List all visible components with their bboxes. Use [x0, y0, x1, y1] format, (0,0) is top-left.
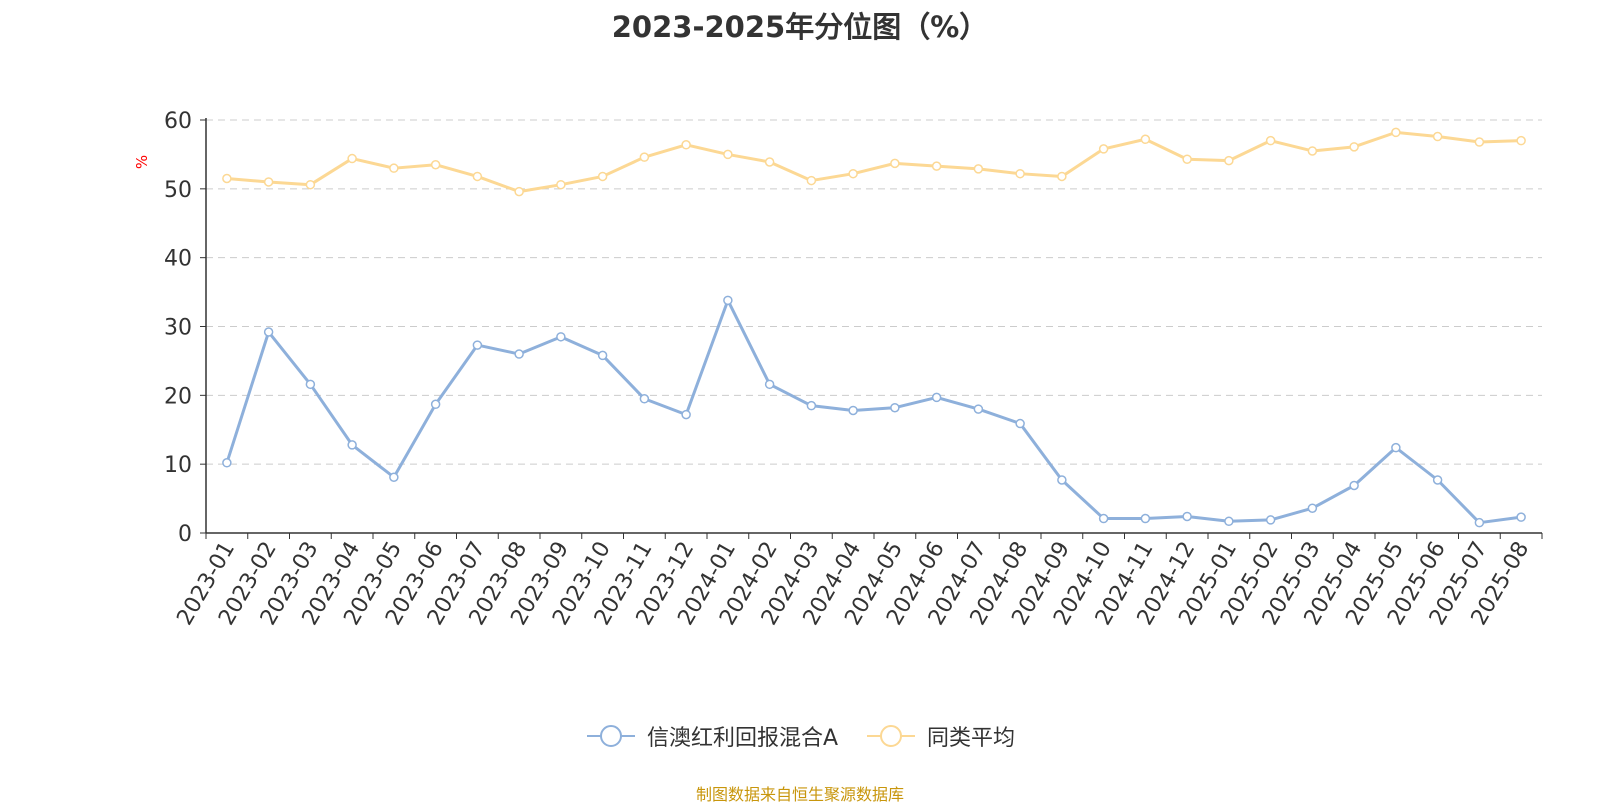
- data-point-series-2: [1140, 134, 1151, 145]
- data-point-series-1: [1265, 515, 1276, 525]
- y-axis-label: %: [133, 155, 151, 169]
- data-point-series-1: [347, 440, 357, 450]
- data-point-series-1: [556, 332, 566, 342]
- data-point-series-1: [973, 404, 984, 414]
- series-line-1: [225, 298, 1522, 525]
- data-point-series-2: [305, 179, 316, 190]
- y-tick-label: 40: [164, 247, 192, 272]
- y-tick-label: 0: [178, 522, 192, 547]
- legend-label-series-1: 信澳红利回报混合A: [646, 726, 839, 751]
- data-point-series-2: [1349, 142, 1359, 152]
- data-point-series-1: [1224, 516, 1234, 527]
- legend-item-series-2[interactable]: 同类平均: [865, 720, 1015, 752]
- data-point-series-2: [1015, 168, 1025, 179]
- data-point-series-1: [1015, 418, 1025, 429]
- data-point-series-2: [597, 171, 608, 182]
- data-point-series-1: [430, 399, 441, 410]
- data-point-series-1: [1057, 475, 1067, 485]
- data-point-series-2: [806, 175, 817, 186]
- data-point-series-1: [597, 350, 608, 361]
- data-point-series-1: [472, 340, 483, 350]
- y-tick-label: 20: [164, 384, 192, 409]
- legend-item-series-1[interactable]: 信澳红利回报混合A: [585, 720, 838, 752]
- data-point-series-1: [263, 327, 274, 337]
- y-tick-label: 50: [164, 178, 192, 203]
- data-point-series-2: [931, 161, 942, 171]
- data-point-series-1: [1474, 517, 1485, 528]
- data-point-series-1: [1391, 442, 1401, 453]
- data-point-series-2: [472, 171, 483, 182]
- data-point-series-1: [931, 392, 942, 403]
- data-point-series-1: [222, 458, 232, 468]
- data-point-series-2: [1098, 144, 1109, 154]
- data-point-series-1: [1349, 480, 1359, 491]
- data-point-series-2: [639, 152, 650, 162]
- data-point-series-2: [1224, 155, 1234, 166]
- data-point-series-1: [764, 379, 775, 390]
- data-point-series-2: [973, 164, 984, 174]
- y-tick-label: 10: [164, 453, 192, 478]
- data-point-series-1: [1432, 475, 1443, 485]
- data-point-series-2: [1432, 131, 1443, 142]
- data-point-series-2: [1057, 171, 1067, 182]
- data-point-series-1: [890, 402, 900, 413]
- legend-swatch-series-2: [867, 725, 916, 747]
- data-point-series-2: [347, 153, 357, 164]
- legend: 信澳红利回报混合A 同类平均: [0, 720, 1600, 754]
- data-point-series-2: [1391, 127, 1401, 138]
- data-point-series-1: [848, 405, 858, 416]
- data-point-series-2: [681, 140, 691, 150]
- data-point-series-1: [639, 394, 650, 404]
- data-point-series-2: [1265, 135, 1276, 146]
- y-tick-label: 30: [164, 316, 192, 341]
- data-point-series-2: [890, 158, 900, 169]
- data-point-series-2: [1182, 154, 1192, 164]
- data-point-series-1: [1182, 511, 1192, 522]
- data-point-series-1: [681, 409, 691, 420]
- data-point-series-2: [263, 177, 274, 187]
- data-point-series-2: [723, 149, 733, 160]
- chart-title: 2023-2025年分位图（%）: [611, 10, 989, 44]
- data-point-series-1: [723, 295, 733, 306]
- y-tick-label: 60: [164, 109, 192, 134]
- data-point-series-2: [222, 173, 232, 184]
- data-point-series-1: [305, 379, 316, 390]
- data-point-series-2: [389, 163, 399, 173]
- data-point-series-2: [556, 179, 566, 190]
- data-point-series-2: [1307, 146, 1318, 156]
- data-point-series-1: [1516, 512, 1526, 522]
- data-point-series-1: [1307, 503, 1318, 513]
- data-point-series-1: [389, 472, 399, 482]
- data-point-series-1: [1140, 513, 1151, 524]
- data-point-series-1: [514, 349, 524, 359]
- legend-label-series-2: 同类平均: [927, 726, 1016, 751]
- data-point-series-2: [1516, 135, 1526, 146]
- data-point-series-2: [764, 157, 775, 167]
- series-line-2: [226, 130, 1522, 194]
- data-point-series-2: [1474, 137, 1485, 147]
- legend-swatch-series-1: [586, 725, 635, 747]
- source-note: 制图数据来自恒生聚源数据库: [695, 785, 904, 804]
- data-point-series-2: [514, 186, 524, 197]
- data-point-series-2: [430, 159, 441, 170]
- data-point-series-2: [848, 168, 858, 179]
- data-point-series-1: [1098, 513, 1109, 524]
- data-point-series-1: [806, 400, 817, 411]
